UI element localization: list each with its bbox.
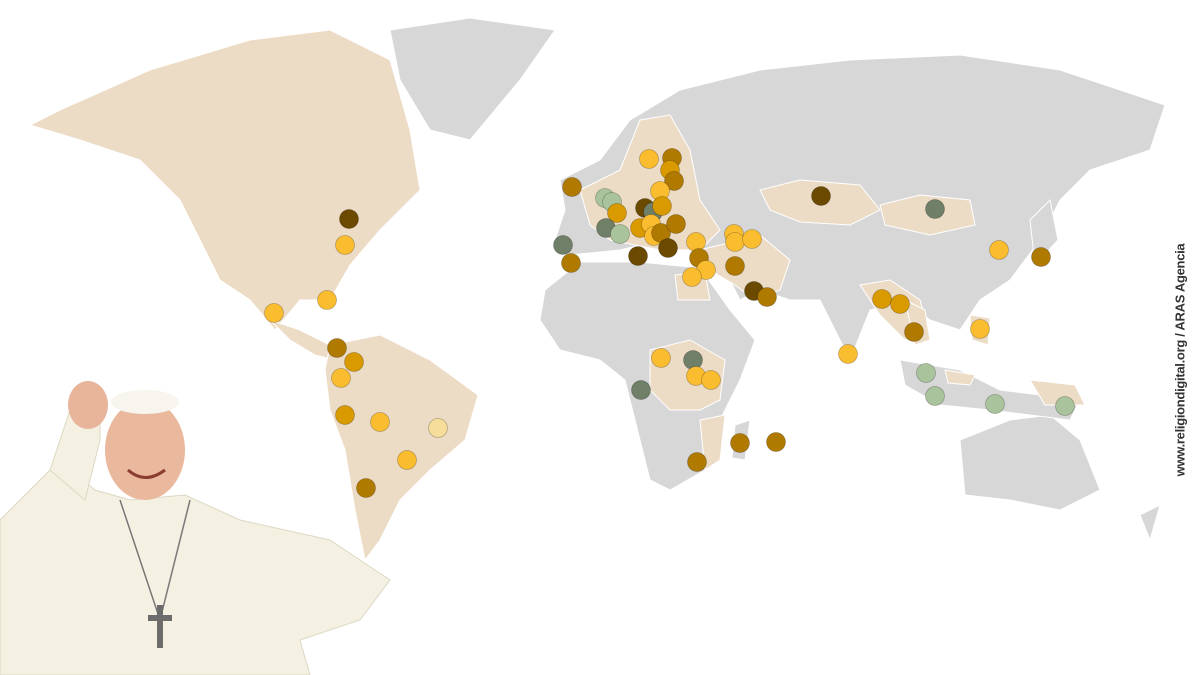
trip-dot — [1031, 247, 1051, 267]
trip-dot — [317, 290, 337, 310]
person-waving-image — [0, 381, 391, 675]
trip-dot — [682, 267, 702, 287]
landmass-greenland — [389, 17, 556, 141]
visited-east-timor — [944, 369, 976, 386]
trip-dot — [838, 344, 858, 364]
trip-dot — [872, 289, 892, 309]
trip-dot — [562, 177, 582, 197]
trip-dot — [730, 433, 750, 453]
trip-dot — [628, 246, 648, 266]
trip-dot — [664, 171, 684, 191]
trip-dot — [370, 412, 390, 432]
landmass-newzealand — [1139, 504, 1161, 542]
visited-central-america — [269, 319, 336, 361]
trip-dot — [397, 450, 417, 470]
trip-dot — [335, 405, 355, 425]
trip-dot — [652, 196, 672, 216]
trip-dot — [356, 478, 376, 498]
trip-dot — [264, 303, 284, 323]
zucchetto — [111, 390, 179, 414]
trip-dot — [607, 203, 627, 223]
trip-dot — [904, 322, 924, 342]
trip-dot — [344, 352, 364, 372]
trip-dot — [610, 224, 630, 244]
trip-dot — [658, 238, 678, 258]
trip-dot — [925, 386, 945, 406]
trip-dot — [890, 294, 910, 314]
visited-north-america — [28, 29, 421, 331]
visited-south-america — [324, 334, 479, 562]
trip-dot — [757, 287, 777, 307]
trip-dots — [264, 148, 1075, 498]
visited-mozambique — [699, 414, 726, 471]
robe — [0, 459, 391, 675]
visited-timor-png — [1029, 379, 1086, 406]
trip-dot — [701, 370, 721, 390]
trip-dot — [811, 186, 831, 206]
trip-dot — [725, 232, 745, 252]
hand — [68, 381, 108, 429]
trip-dot — [725, 256, 745, 276]
trip-dot — [766, 432, 786, 452]
trip-dot — [331, 368, 351, 388]
trip-dot — [916, 363, 936, 383]
trip-dot — [666, 214, 686, 234]
trip-dot — [989, 240, 1009, 260]
trip-dot — [561, 253, 581, 273]
cross-icon — [148, 605, 172, 648]
trip-dot — [1055, 396, 1075, 416]
face — [105, 400, 185, 500]
landmass-australia — [959, 414, 1101, 511]
trip-dot — [985, 394, 1005, 414]
trip-dot — [339, 209, 359, 229]
trip-dot — [553, 235, 573, 255]
trip-dot — [651, 348, 671, 368]
visited-mongolia — [879, 194, 976, 236]
trip-dot — [639, 149, 659, 169]
trip-dot — [925, 199, 945, 219]
trip-dot — [742, 229, 762, 249]
trip-dot — [335, 235, 355, 255]
trip-dot — [687, 452, 707, 472]
credit-text: www.religiondigital.org / ARAS Agencia — [1172, 243, 1188, 477]
trip-dot — [327, 338, 347, 358]
trip-dot — [970, 319, 990, 339]
trip-dot — [631, 380, 651, 400]
smile — [127, 468, 166, 479]
trip-dot — [428, 418, 448, 438]
